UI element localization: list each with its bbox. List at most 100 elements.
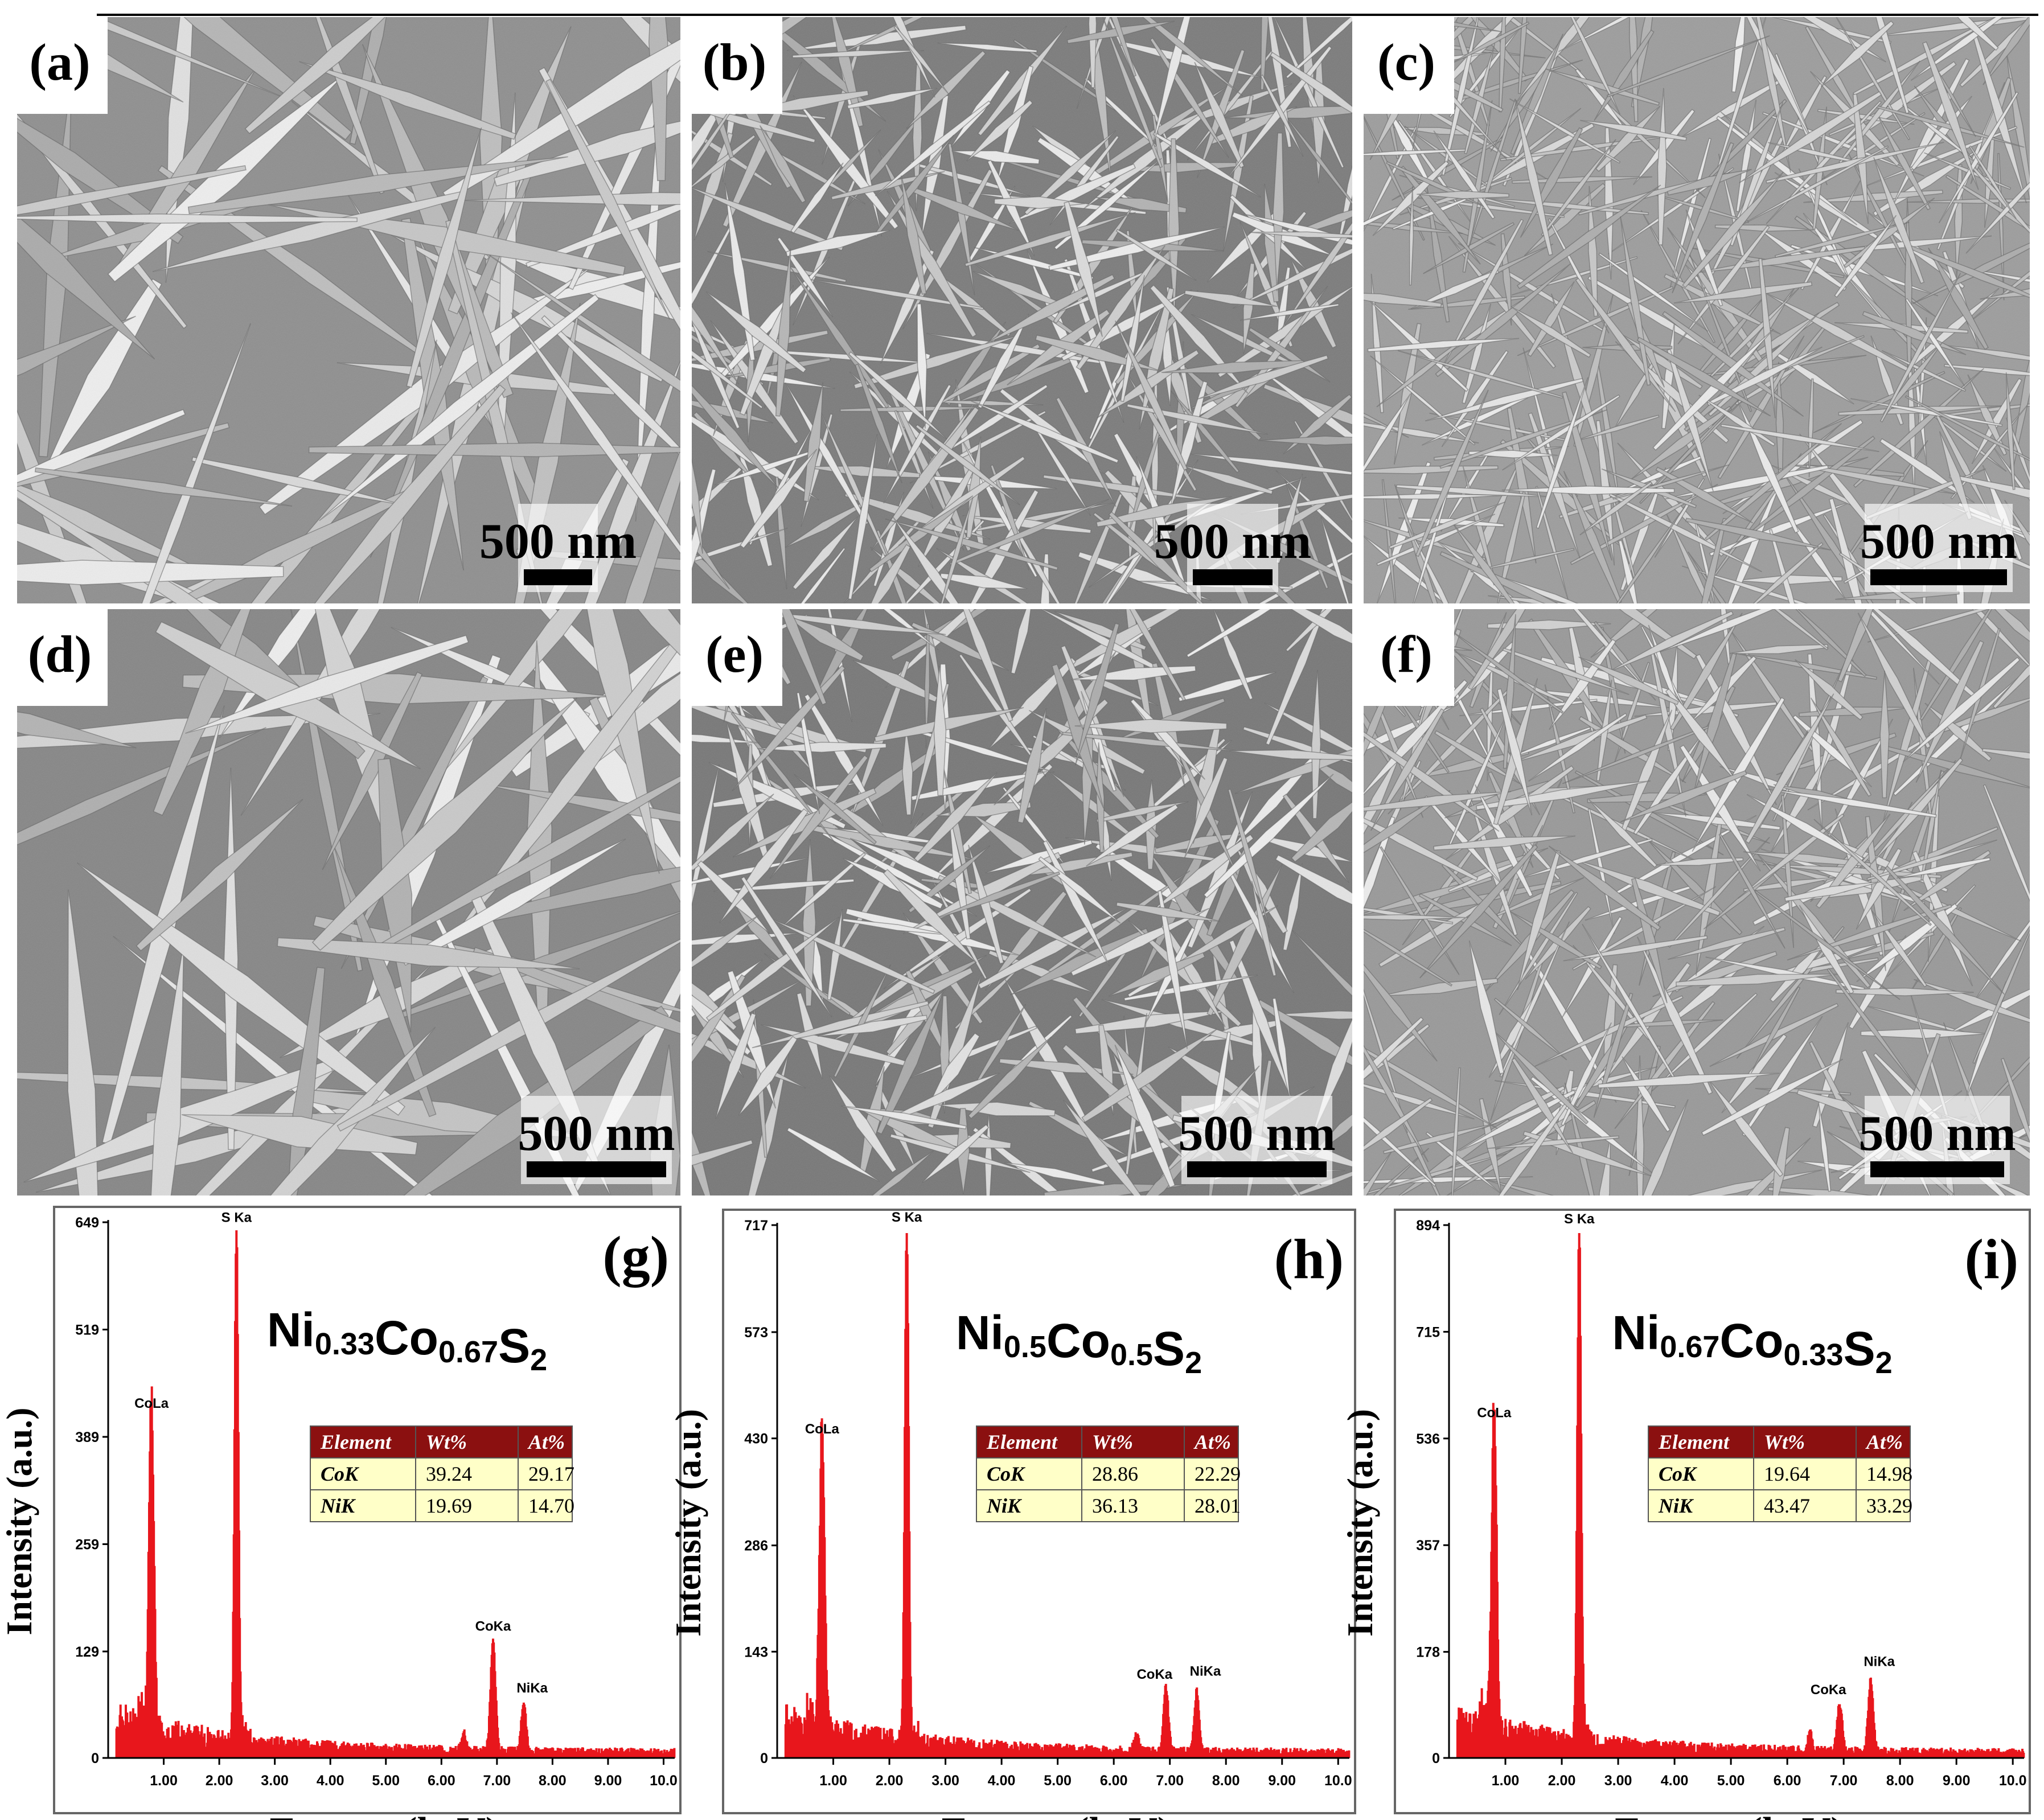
y-axis-title: Intensity (a.u.) (0, 1407, 39, 1635)
x-tick-label: 9.00 (1268, 1773, 1296, 1789)
x-tick-label: 5.00 (372, 1773, 400, 1789)
panel-label-bg (688, 609, 782, 706)
formula-element: Ni (956, 1306, 1004, 1359)
panel-label-bg (1360, 609, 1454, 706)
table-header-cell: Element (986, 1431, 1058, 1453)
y-tick-label: 519 (75, 1322, 99, 1338)
spectrum-trace (1456, 1233, 2025, 1758)
x-tick-label: 5.00 (1717, 1773, 1745, 1789)
y-tick-label: 894 (1416, 1218, 1440, 1234)
x-tick-label: 4.00 (1661, 1773, 1689, 1789)
x-tick-label: 10.0 (650, 1773, 678, 1789)
y-tick-label: 0 (760, 1751, 768, 1766)
formula-subscript: 2 (530, 1343, 547, 1377)
scale-bar-label: 500 nm (1860, 514, 2017, 569)
sem-panel: (d) 500 nm (14, 609, 680, 1195)
y-axis-title: Intensity (a.u.) (668, 1409, 708, 1637)
scale-bar (1193, 569, 1273, 585)
scale-bar-label: 500 nm (1154, 514, 1311, 569)
edx-panel: 1.00 2.00 3.00 4.00 5.00 6.00 7.00 8.00 9.00 10.0… (1340, 1209, 2031, 1820)
table-cell: CoK (987, 1462, 1026, 1485)
formula-subscript: 0.5 (1110, 1338, 1153, 1372)
y-tick-label: 178 (1416, 1645, 1440, 1661)
composition-table: Element Wt% At% CoK 39.24 29.17 NiK 19.69 14.70 (310, 1425, 574, 1522)
x-tick-label: 8.00 (539, 1773, 567, 1789)
panel-label-bg (688, 17, 782, 114)
scale-bar-label: 500 nm (479, 514, 637, 569)
formula-subscript: 0.67 (438, 1335, 498, 1369)
table-header-cell: Element (320, 1431, 392, 1453)
formula-element: S (1153, 1322, 1185, 1375)
scale-bar-label: 500 nm (1858, 1106, 2016, 1161)
table-cell: CoK (321, 1462, 360, 1485)
formula-element: Ni (1612, 1306, 1660, 1359)
panel-label: (i) (1965, 1227, 2018, 1291)
x-tick-label: 1.00 (819, 1773, 847, 1789)
scale-bar (1870, 569, 2007, 585)
panel-label-bg (1360, 17, 1454, 114)
formula-subscript: 0.33 (1783, 1338, 1843, 1372)
panel-label-bg (14, 609, 108, 706)
table-cell: 14.98 (1866, 1462, 1912, 1485)
sem-panel: (b) 500 nm (688, 17, 1352, 603)
table-header-cell: At% (1865, 1431, 1903, 1453)
sem-panel: (e) 500 nm (688, 609, 1352, 1195)
peak-label: CoLa (1477, 1405, 1512, 1420)
panel-label: (f) (1380, 625, 1433, 683)
table-cell: 28.86 (1092, 1462, 1138, 1485)
table-cell: 39.24 (426, 1462, 472, 1485)
peak-label: S Ka (1564, 1211, 1595, 1227)
table-cell: 29.17 (528, 1462, 574, 1485)
edx-panel: 1.00 2.00 3.00 4.00 5.00 6.00 7.00 8.00 9.00 10.0… (668, 1209, 1356, 1820)
table-cell: 43.47 (1764, 1494, 1810, 1517)
compound-formula: Ni0.33Co0.67S2 (267, 1303, 547, 1377)
table-cell: 28.01 (1195, 1494, 1241, 1517)
x-tick-label: 3.00 (931, 1773, 959, 1789)
scale-bar-label: 500 nm (518, 1106, 675, 1161)
y-tick-label: 0 (91, 1751, 99, 1766)
formula-element: Co (1046, 1314, 1110, 1367)
panel-label: (e) (705, 625, 764, 683)
x-tick-label: 8.00 (1886, 1773, 1914, 1789)
y-tick-label: 259 (75, 1536, 99, 1552)
y-axis-title: Intensity (a.u.) (1340, 1409, 1380, 1637)
x-tick-label: 9.00 (1943, 1773, 1971, 1789)
y-tick-label: 573 (744, 1325, 768, 1341)
peak-label: S Ka (892, 1210, 922, 1225)
y-tick-label: 0 (1432, 1751, 1440, 1766)
peak-label: NiKa (1864, 1654, 1895, 1669)
scale-bar-label: 500 nm (1178, 1106, 1335, 1161)
formula-element: Co (375, 1311, 438, 1365)
peak-label: CoLa (805, 1422, 840, 1437)
composition-table: Element Wt% At% CoK 19.64 14.98 NiK 43.47 33.29 (1648, 1425, 1912, 1522)
compound-formula: Ni0.5Co0.5S2 (956, 1306, 1202, 1380)
panel-label: (b) (703, 33, 766, 91)
table-cell: 33.29 (1866, 1494, 1912, 1517)
table-cell: NiK (986, 1494, 1023, 1517)
formula-element: S (498, 1319, 530, 1373)
panel-label: (d) (28, 625, 92, 683)
x-tick-label: 3.00 (261, 1773, 289, 1789)
formula-subscript: 2 (1185, 1346, 1202, 1380)
x-tick-label: 7.00 (1830, 1773, 1858, 1789)
scale-bar (524, 569, 592, 585)
panel-label: (h) (1274, 1227, 1344, 1291)
peak-label: CoKa (475, 1618, 511, 1634)
x-tick-label: 1.00 (1492, 1773, 1520, 1789)
formula-subscript: 0.5 (1004, 1330, 1046, 1364)
x-tick-label: 3.00 (1604, 1773, 1632, 1789)
x-tick-label: 7.00 (483, 1773, 511, 1789)
y-tick-label: 536 (1416, 1431, 1440, 1447)
formula-element: Ni (267, 1303, 315, 1357)
x-tick-label: 1.00 (150, 1773, 178, 1789)
edx-panel: 1.00 2.00 3.00 4.00 5.00 6.00 7.00 8.00 9.00 10.0… (0, 1206, 682, 1820)
scale-bar (1187, 1161, 1327, 1177)
table-cell: NiK (320, 1494, 356, 1517)
sem-image-grid: (a) 500 nm (b) 500 nm (c) 500 nm (d) 500 nm (e) 5… (14, 17, 2030, 1195)
x-tick-label: 6.00 (428, 1773, 455, 1789)
peak-label: CoLa (134, 1396, 169, 1411)
scale-bar (527, 1161, 666, 1177)
table-cell: 14.70 (528, 1494, 574, 1517)
edx-spectra-row: 1.00 2.00 3.00 4.00 5.00 6.00 7.00 8.00 9.00 10.0… (0, 1206, 2031, 1820)
